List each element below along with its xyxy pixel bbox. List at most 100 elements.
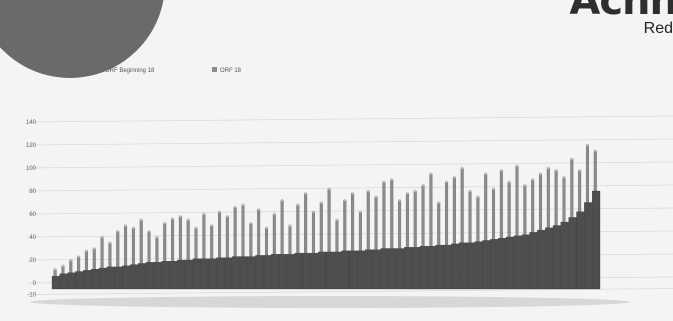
bar-orf-beginning-18 — [208, 258, 217, 290]
bar-cap — [578, 169, 581, 172]
legend-label: ORF Beginning 18 — [105, 68, 155, 74]
bar-orf-beginning-18 — [545, 227, 554, 290]
bar-orf-beginning-18 — [482, 240, 491, 290]
bar-cap — [257, 208, 260, 211]
bar-cap — [382, 180, 386, 183]
y-tick-label: 0 — [33, 281, 37, 287]
bar-cap — [139, 218, 143, 221]
subtitle: Red — [643, 20, 673, 37]
bar-cap — [359, 210, 362, 213]
bar-orf-beginning-18 — [130, 264, 139, 290]
bar-orf-beginning-18 — [310, 252, 319, 290]
bar-cap — [312, 210, 315, 213]
bar-orf-beginning-18 — [364, 249, 374, 290]
bar-cap — [586, 143, 589, 147]
bar-cap — [327, 187, 331, 190]
bar-orf-beginning-18 — [75, 271, 84, 290]
bar-orf-beginning-18 — [83, 270, 92, 290]
bar-cap — [155, 235, 159, 239]
bar-cap — [171, 217, 174, 220]
bar-orf-beginning-18 — [169, 260, 178, 290]
bar-cap — [468, 189, 472, 193]
bar-cap — [539, 172, 542, 175]
bar-orf-beginning-18 — [231, 256, 241, 290]
bar-orf-beginning-18 — [357, 250, 366, 290]
bar-orf-beginning-18 — [255, 255, 264, 290]
bar-cap — [421, 184, 425, 187]
bar-cap — [562, 176, 566, 179]
bar-orf-beginning-18 — [122, 265, 131, 290]
bar-cap — [374, 195, 378, 198]
bar-orf-beginning-18 — [200, 258, 209, 290]
y-tick-label: -10 — [27, 293, 36, 299]
bar-orf-beginning-18 — [239, 256, 248, 290]
bar-cap — [296, 203, 300, 206]
bar-orf-beginning-18 — [443, 244, 452, 290]
gridline — [27, 207, 673, 215]
bar-orf-beginning-18 — [51, 275, 60, 290]
bar-orf-beginning-18 — [490, 239, 499, 290]
bar-orf-beginning-18 — [458, 242, 468, 290]
bar-orf-beginning-18 — [466, 242, 475, 290]
bar-orf-beginning-18 — [192, 258, 201, 290]
bar-orf-beginning-18 — [333, 251, 342, 290]
bar-cap — [116, 230, 120, 233]
bar-cap — [351, 192, 354, 195]
bar-orf-beginning-18 — [137, 263, 147, 290]
bar-orf-beginning-18 — [537, 229, 546, 290]
gridline — [27, 138, 673, 146]
bar-orf-beginning-18 — [427, 246, 436, 290]
bar-cap — [554, 169, 558, 172]
bar-cap — [406, 192, 409, 195]
legend-label: ORF 18 — [220, 68, 242, 74]
bar-orf-beginning-18 — [98, 267, 107, 290]
gridline — [27, 288, 673, 295]
bar-orf-beginning-18 — [90, 269, 100, 290]
bar-cap — [233, 205, 237, 209]
bar-orf-beginning-18 — [404, 247, 413, 290]
bar-orf-beginning-18 — [153, 262, 162, 290]
bar-orf-beginning-18 — [177, 259, 186, 290]
bar-cap — [61, 264, 65, 267]
bar-orf-beginning-18 — [388, 248, 397, 290]
y-tick-label: 140 — [26, 120, 37, 126]
bar-cap — [343, 199, 347, 202]
bar-cap — [77, 255, 80, 258]
bar-cap — [484, 172, 488, 175]
bar-cap — [179, 215, 182, 218]
bar-cap — [523, 184, 527, 187]
bar-cap — [445, 180, 448, 183]
bar-cap — [273, 212, 276, 216]
bar-cap — [429, 172, 433, 175]
gridline — [27, 115, 673, 123]
bar-cap — [492, 187, 495, 190]
bar-orf-beginning-18 — [318, 251, 327, 290]
bar-orf-beginning-18 — [106, 266, 115, 290]
bar-cap — [85, 249, 88, 252]
bar-orf-beginning-18 — [451, 243, 460, 290]
bar-orf-beginning-18 — [498, 237, 507, 290]
bar-orf-beginning-18 — [271, 254, 280, 290]
bar-orf-beginning-18 — [145, 262, 154, 290]
bar-cap — [108, 241, 112, 244]
y-tick-label: 80 — [29, 189, 36, 195]
bar-orf-beginning-18 — [474, 241, 483, 290]
bar-orf-beginning-18 — [576, 211, 585, 290]
bar-orf-beginning-18 — [294, 252, 303, 290]
bar-orf-beginning-18 — [216, 257, 225, 290]
bar-cap — [226, 215, 229, 218]
bar-cap — [210, 224, 214, 227]
bar-cap — [570, 157, 574, 160]
bar-cap — [100, 235, 104, 239]
bar-cap — [319, 201, 323, 204]
bar-orf-beginning-18 — [224, 257, 233, 290]
bar-cap — [241, 203, 245, 206]
bar-cap — [69, 258, 73, 262]
bar-cap — [398, 199, 401, 202]
bar-cap — [507, 180, 511, 183]
bar-orf-beginning-18 — [552, 225, 562, 290]
bar-orf-beginning-18 — [521, 234, 530, 290]
bar-cap — [92, 247, 96, 250]
bar-orf-beginning-18 — [411, 247, 421, 290]
